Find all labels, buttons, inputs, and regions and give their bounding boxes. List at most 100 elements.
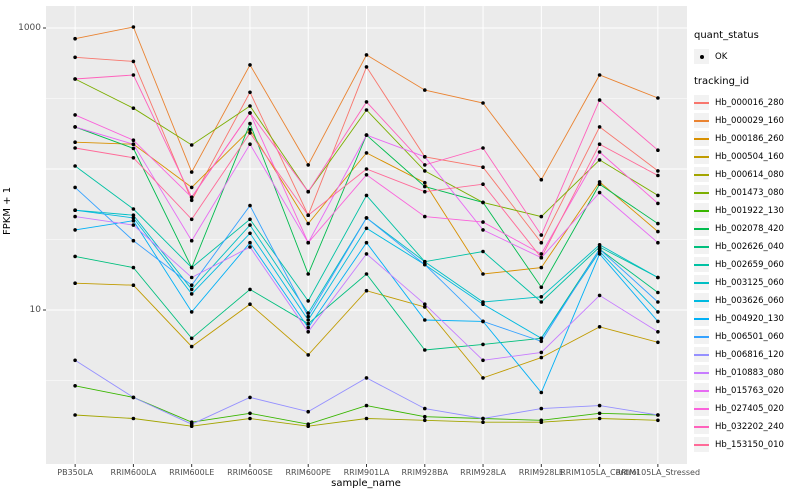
data-point [73,55,77,60]
data-point [364,65,369,69]
legend-key-line-icon [694,425,709,428]
legend-key-box [694,149,709,164]
legend-key-line-icon [694,281,709,284]
data-point [189,198,194,203]
data-point [131,138,136,142]
data-point [248,240,252,245]
data-point [306,409,311,414]
data-point [364,252,369,256]
data-point [131,146,136,151]
legend-entry-label: Hb_015763_020 [715,385,784,396]
data-point [189,217,194,222]
data-point [364,376,369,380]
x-tick-label-RRIM105LA_Stressed: RRIM105LA_Stressed [615,468,701,477]
data-point [597,247,602,251]
data-point [248,217,252,222]
data-point [73,214,77,219]
data-point [73,254,77,259]
data-point [423,262,427,267]
data-point [364,151,369,155]
legend-key-line-icon [694,263,709,266]
data-point [481,165,485,169]
data-point [597,182,602,186]
legend-title-quant-status: quant_status [694,30,759,41]
data-point [539,355,544,360]
data-point [73,384,77,388]
data-point [306,330,311,334]
legend-key-box [694,113,709,128]
data-point [306,189,311,194]
legend-key-box [694,239,709,254]
data-point [189,310,194,314]
data-point [656,193,660,198]
data-point [306,318,311,322]
data-point [597,98,602,102]
data-point [131,218,136,223]
data-point [539,406,544,411]
data-point [131,213,136,217]
data-point [423,169,427,173]
data-point [597,243,602,247]
legend-key-line-icon [694,191,709,194]
data-point [248,104,252,108]
data-point [364,108,369,112]
legend-entry-Hb_000614_080: Hb_000614_080 [694,166,800,183]
legend-key-line-icon [694,317,709,320]
data-point [131,106,136,110]
legend-entry-label: Hb_001473_080 [715,187,784,198]
data-point [189,283,194,288]
data-point [481,220,485,224]
data-point [306,299,311,303]
data-point [539,285,544,290]
data-point [539,300,544,304]
legend-entry-Hb_002626_040: Hb_002626_040 [694,238,800,255]
data-point [306,221,311,226]
legend-entry-Hb_000029_160: Hb_000029_160 [694,112,800,129]
data-point [481,319,485,324]
data-point [423,88,427,92]
data-point [73,358,77,363]
data-point [423,189,427,194]
data-point [248,411,252,416]
y-tick-label: 1000 [18,23,41,33]
data-point [539,350,544,355]
data-point [539,390,544,395]
data-point [364,240,369,245]
x-tick-label-RRIM928BA: RRIM928BA [401,468,449,477]
data-point [248,121,252,126]
data-point [73,281,77,286]
legend-key-box [694,401,709,416]
legend-key-line-icon [694,443,709,446]
data-point [597,190,602,195]
data-point [597,411,602,416]
legend-entry-ok: OK [694,48,800,65]
legend-entry-Hb_153150_010: Hb_153150_010 [694,436,800,453]
data-point [73,413,77,417]
data-point [131,238,136,243]
legend-entry-label: Hb_004920_130 [715,313,784,324]
data-point [423,348,427,352]
data-point [131,59,136,64]
data-point [481,358,485,363]
data-point [481,101,485,105]
legend-key-box [694,437,709,452]
data-point [131,142,136,146]
x-tick-label-RRIM600LE: RRIM600LE [169,468,215,477]
data-point [131,216,136,220]
legend-key-box [694,293,709,308]
legend-entry-label: Hb_000504_160 [715,151,784,162]
legend-entry-label: Hb_002078_420 [715,223,784,234]
data-point [539,265,544,270]
legend-entry-label: Hb_010883_080 [715,367,784,378]
data-point [306,325,311,330]
legend-key-box [694,185,709,200]
legend-key-line-icon [694,371,709,374]
data-point [656,173,660,178]
data-point [364,272,369,276]
legend-key-box [694,275,709,290]
data-point [73,185,77,190]
legend-key-line-icon [694,173,709,176]
data-point [423,406,427,411]
data-point [248,63,252,67]
